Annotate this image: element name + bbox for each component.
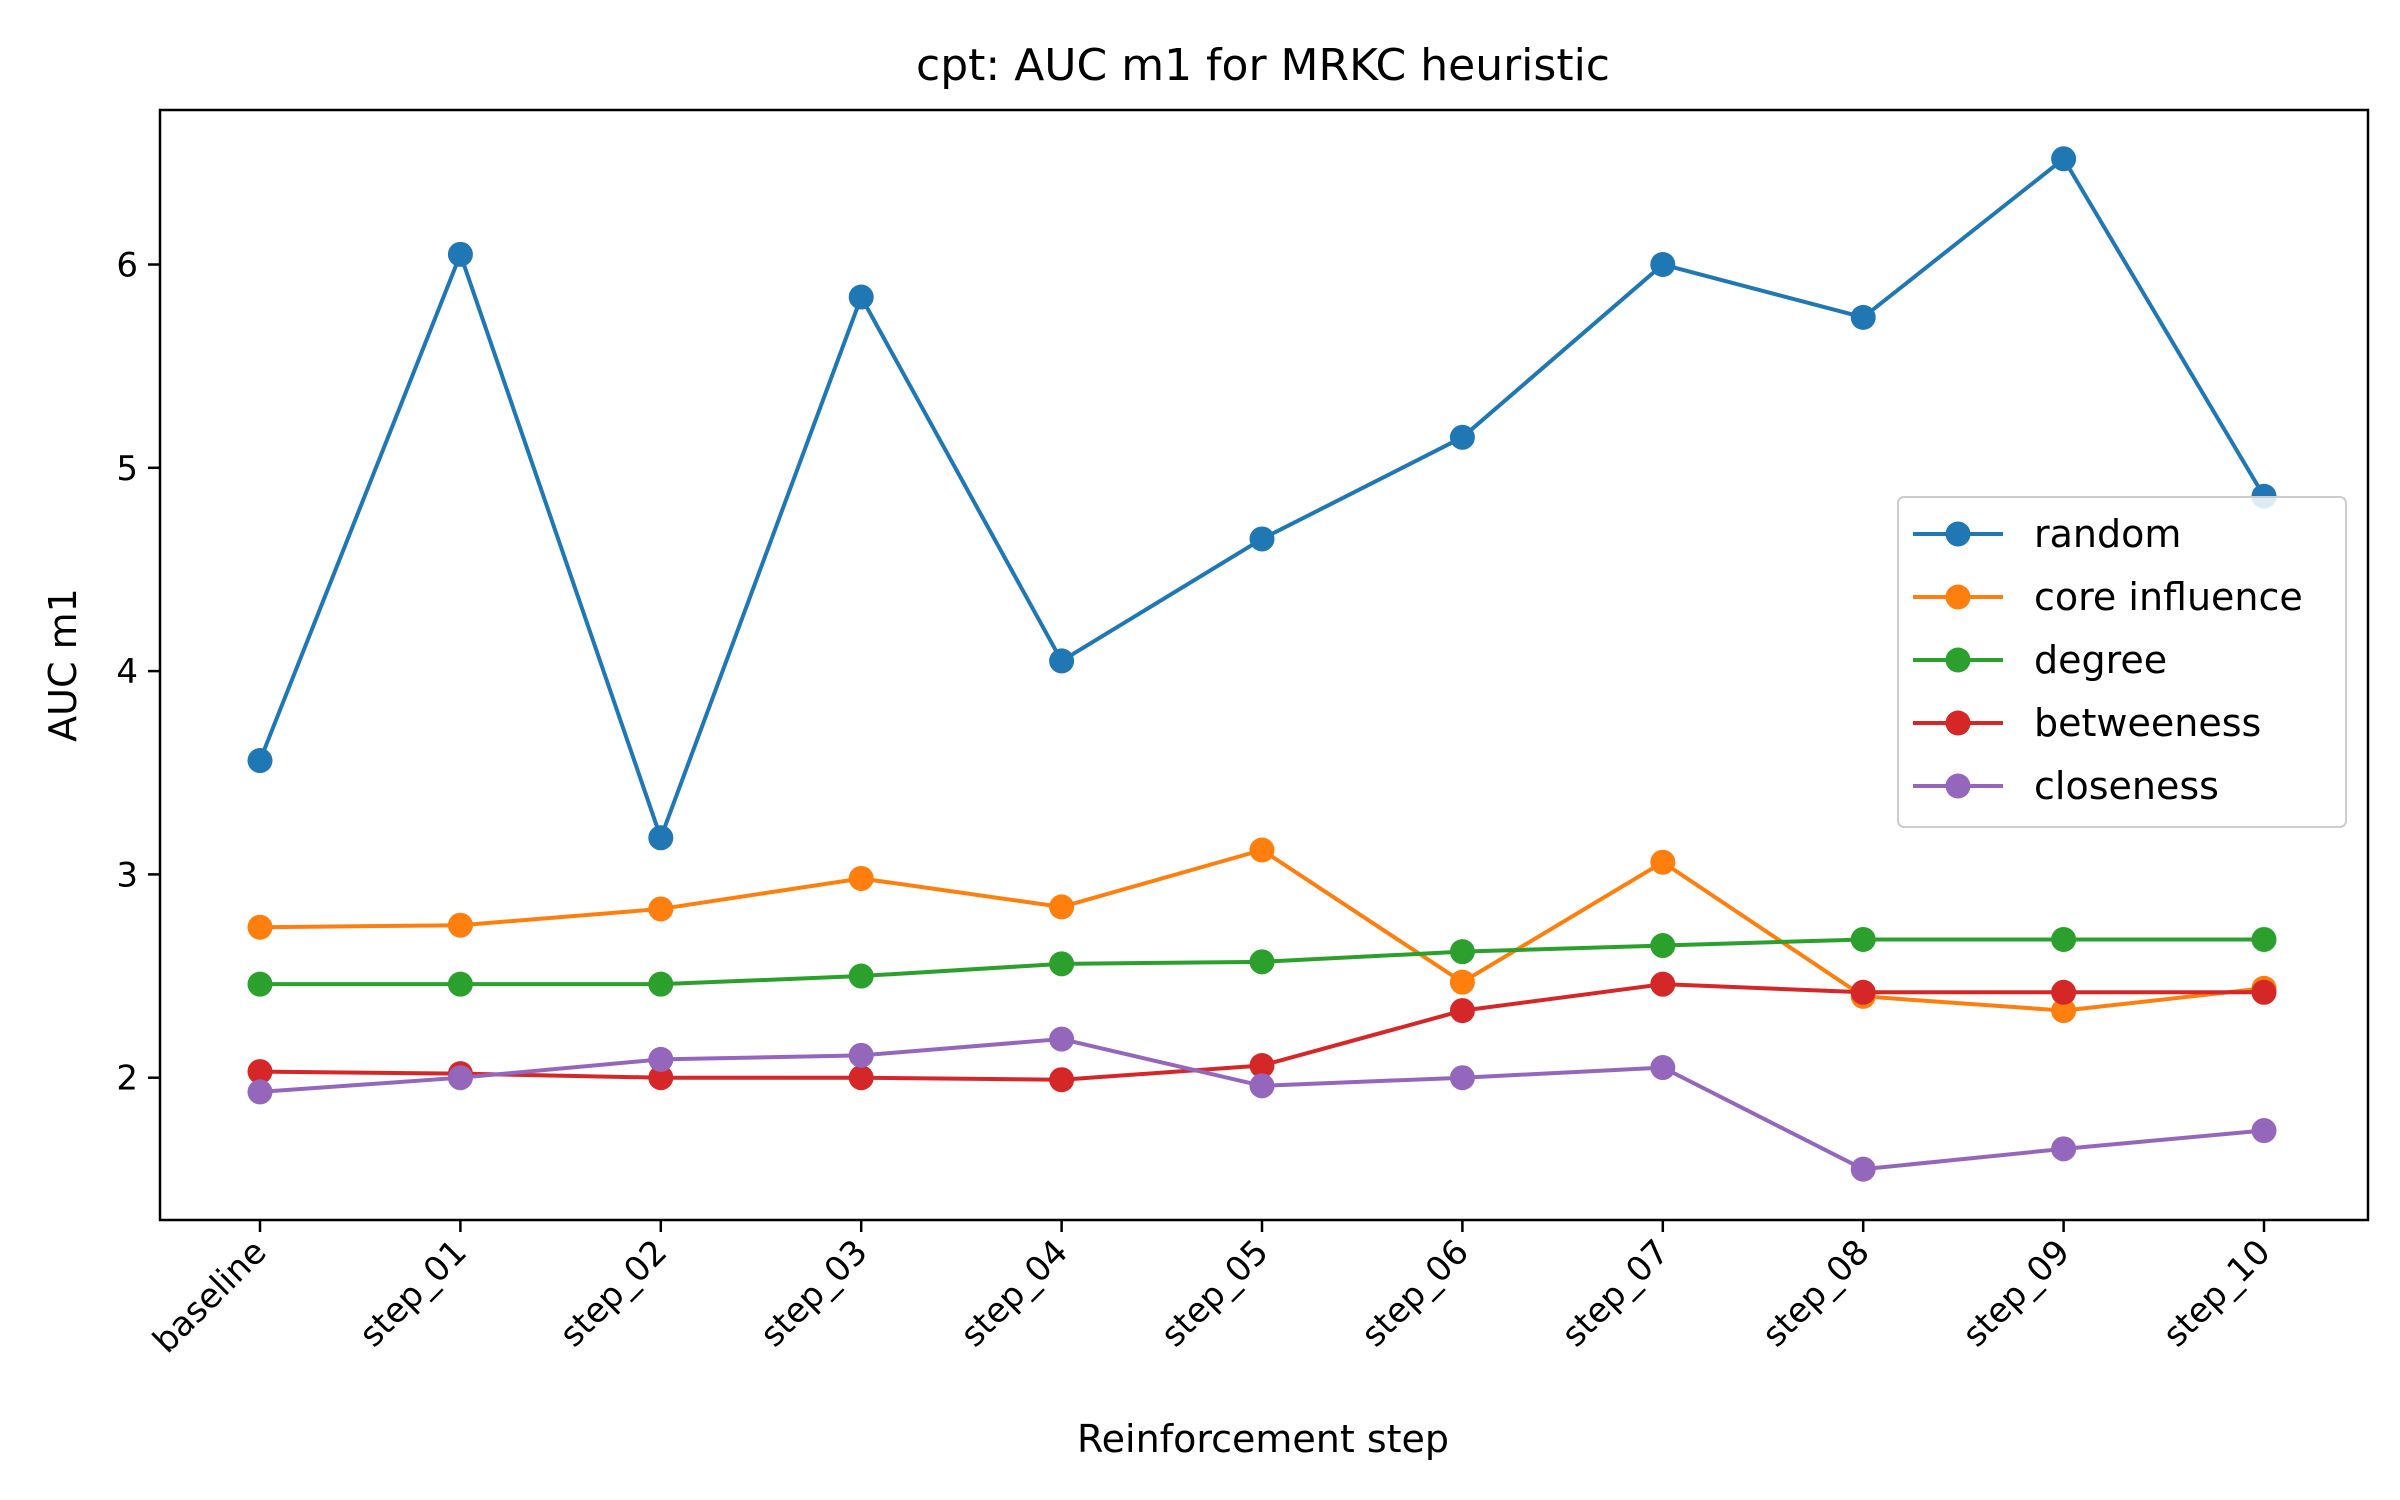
series-layer [247, 146, 2277, 1182]
data-point-degree [1449, 939, 1475, 965]
x-tick-label: step_02 [552, 1232, 675, 1355]
data-point-closeness [848, 1042, 874, 1068]
y-tick-label: 4 [116, 652, 138, 692]
series-degree [247, 926, 2277, 997]
data-point-degree [848, 963, 874, 989]
data-point-random [1449, 424, 1475, 450]
x-tick-label: step_01 [352, 1232, 475, 1355]
data-point-random [247, 748, 273, 774]
plot-frame [158, 108, 2370, 1222]
y-tick-label: 6 [116, 246, 138, 286]
series-closeness [247, 1026, 2277, 1182]
legend: random core influence degree betweeness clos… [1897, 496, 2347, 828]
legend-item-closeness: closeness [1913, 764, 2219, 808]
data-point-closeness [2251, 1118, 2277, 1144]
data-point-closeness [247, 1079, 273, 1105]
series-betweeness [247, 971, 2277, 1093]
x-tick-label: step_08 [1755, 1232, 1878, 1355]
data-point-random [1049, 648, 1075, 674]
data-point-random [1249, 526, 1275, 552]
x-tick-label: baseline [145, 1232, 274, 1361]
data-point-core-influence [1449, 969, 1475, 995]
legend-marker [1945, 521, 1971, 547]
legend-item-core-influence: core influence [1913, 575, 2303, 619]
legend-marker [1945, 647, 1971, 673]
chart-title: cpt: AUC m1 for MRKC heuristic [916, 40, 1610, 91]
data-point-random [2051, 146, 2077, 172]
data-point-closeness [2051, 1136, 2077, 1162]
legend-frame [1897, 496, 2347, 828]
legend-label: degree [2034, 638, 2167, 682]
data-point-degree [1249, 949, 1275, 975]
x-tick-label: step_05 [1153, 1232, 1276, 1355]
legend-item-degree: degree [1913, 638, 2167, 682]
data-point-random [1650, 252, 1676, 278]
data-point-core-influence [2051, 998, 2077, 1024]
data-point-core-influence [447, 912, 473, 938]
legend-item-random: random [1913, 512, 2181, 556]
y-axis: 2 3 4 5 6 [116, 246, 160, 1099]
x-tick-label: step_03 [753, 1232, 876, 1355]
data-point-closeness [1449, 1065, 1475, 1091]
legend-label: betweeness [2034, 701, 2261, 745]
y-tick-label: 3 [116, 855, 138, 895]
data-point-degree [648, 971, 674, 997]
legend-label: closeness [2034, 764, 2219, 808]
x-tick-label: step_06 [1354, 1232, 1477, 1355]
data-point-betweeness [247, 1059, 273, 1085]
x-tick-label: step_10 [2155, 1232, 2278, 1355]
data-point-random [1850, 304, 1876, 330]
x-axis-label: Reinforcement step [1077, 1417, 1449, 1461]
data-point-betweeness [1049, 1067, 1075, 1093]
x-tick-label: step_09 [1955, 1232, 2078, 1355]
data-point-random [648, 825, 674, 851]
series-line-core-influence [259, 848, 2265, 1013]
data-point-core-influence [1650, 849, 1676, 875]
data-point-betweeness [2251, 979, 2277, 1005]
legend-item-betweeness: betweeness [1913, 701, 2261, 745]
legend-label: core influence [2034, 575, 2303, 619]
data-point-degree [247, 971, 273, 997]
y-tick-label: 5 [116, 449, 138, 489]
legend-marker [1945, 710, 1971, 736]
x-tick-label: step_07 [1554, 1232, 1677, 1355]
data-point-degree [1650, 933, 1676, 959]
data-point-betweeness [1449, 998, 1475, 1024]
data-point-closeness [1650, 1055, 1676, 1081]
data-point-core-influence [1249, 837, 1275, 863]
data-point-closeness [1850, 1156, 1876, 1182]
data-point-closeness [1049, 1026, 1075, 1052]
series-random [247, 146, 2277, 851]
data-point-betweeness [648, 1065, 674, 1091]
data-point-betweeness [1650, 971, 1676, 997]
data-point-core-influence [247, 914, 273, 940]
data-point-random [447, 241, 473, 267]
data-point-random [848, 284, 874, 310]
data-point-betweeness [848, 1065, 874, 1091]
x-axis: baseline step_01 step_02 step_03 step_04 step… [145, 1220, 2278, 1361]
data-point-degree [1850, 926, 1876, 952]
data-point-degree [2251, 926, 2277, 952]
data-point-core-influence [848, 865, 874, 891]
data-point-closeness [447, 1065, 473, 1091]
series-core-influence [247, 837, 2277, 1024]
y-axis-label: AUC m1 [41, 588, 85, 742]
legend-label: random [2034, 512, 2181, 556]
legend-marker [1945, 584, 1971, 610]
data-point-betweeness [1850, 979, 1876, 1005]
data-point-degree [447, 971, 473, 997]
data-point-closeness [1249, 1073, 1275, 1099]
data-point-core-influence [1049, 894, 1075, 920]
data-point-degree [1049, 951, 1075, 977]
data-point-degree [2051, 926, 2077, 952]
data-point-core-influence [648, 896, 674, 922]
data-point-closeness [648, 1046, 674, 1072]
legend-marker [1945, 773, 1971, 799]
x-tick-label: step_04 [953, 1232, 1076, 1355]
y-tick-label: 2 [116, 1059, 138, 1099]
data-point-betweeness [1249, 1052, 1275, 1078]
data-point-betweeness [2051, 979, 2077, 1005]
